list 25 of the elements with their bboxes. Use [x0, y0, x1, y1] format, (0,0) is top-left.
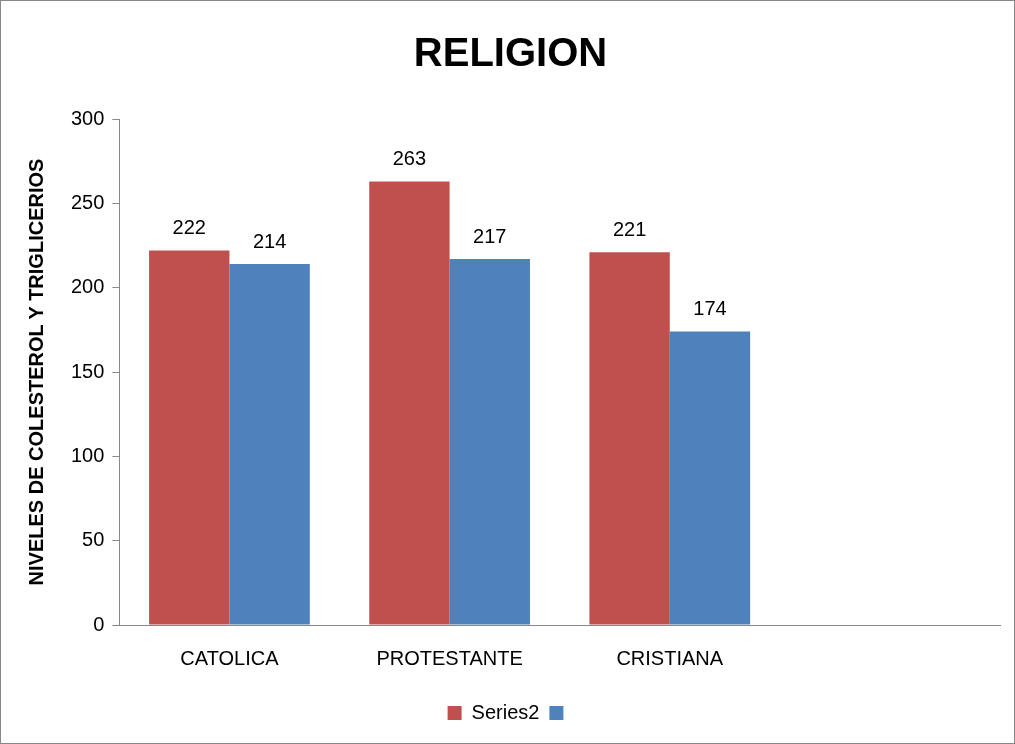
x-tick-label: CATOLICA	[180, 646, 280, 669]
data-label: 221	[612, 217, 647, 240]
x-tick-label: CRISTIANA	[616, 646, 724, 669]
x-tick-label: PROTESTANTE	[376, 646, 523, 669]
data-label: 174	[693, 297, 727, 320]
y-tick-label: 50	[82, 528, 105, 551]
data-label: 263	[392, 146, 427, 169]
y-axis-title: NIVELES DE COLESTEROL Y TRIGLICERIOS	[24, 158, 47, 586]
bar	[229, 264, 310, 625]
y-tick-label: 150	[70, 359, 105, 382]
data-label: 217	[473, 224, 507, 247]
chart-title: RELIGION	[413, 30, 608, 75]
bar	[589, 252, 670, 625]
bar	[369, 181, 450, 625]
y-tick-label: 200	[70, 275, 105, 298]
bar	[669, 331, 751, 625]
bar	[149, 250, 230, 625]
data-label: 214	[252, 229, 287, 252]
data-label: 222	[172, 216, 206, 239]
y-tick-label: 0	[93, 612, 105, 635]
y-tick-label: 250	[70, 190, 105, 213]
legend-label: Series2	[471, 700, 540, 723]
bar	[449, 258, 530, 625]
y-tick-label: 300	[70, 106, 105, 129]
y-tick-label: 100	[70, 443, 105, 466]
